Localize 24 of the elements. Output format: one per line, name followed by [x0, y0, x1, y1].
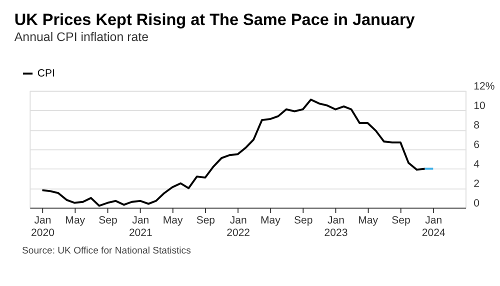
- legend-label: CPI: [37, 67, 55, 80]
- x-tick-label: Sep: [392, 214, 410, 227]
- x-tick-label: Jan 2022: [226, 214, 250, 239]
- chart-title: UK Prices Kept Rising at The Same Pace in January: [14, 10, 415, 29]
- y-tick-label: 10: [474, 100, 486, 112]
- y-tick-label: 4: [474, 158, 480, 170]
- x-tick-label: Jan 2020: [31, 214, 55, 239]
- x-tick-label: Jan 2023: [324, 214, 348, 239]
- x-tick-label: May: [260, 214, 282, 227]
- y-tick-label: 12%: [474, 80, 495, 92]
- y-tick-label: 0: [474, 197, 480, 210]
- y-tick-label: 2: [474, 178, 480, 190]
- y-tick-label: 6: [474, 138, 480, 151]
- x-tick-label: May: [358, 214, 379, 227]
- x-tick-label: Jan 2021: [128, 214, 153, 239]
- source-note: Source: UK Office for National Statistics: [22, 246, 192, 257]
- x-tick-label: Sep: [294, 214, 313, 227]
- y-tick-label: 8: [474, 119, 480, 132]
- x-tick-label: Sep: [196, 214, 216, 227]
- chart-subtitle: Annual CPI inflation rate: [14, 30, 149, 44]
- x-tick-label: May: [65, 214, 86, 227]
- x-tick-label: Jan 2024: [422, 214, 446, 239]
- x-tick-label: Sep: [98, 214, 118, 227]
- x-tick-label: May: [162, 214, 184, 227]
